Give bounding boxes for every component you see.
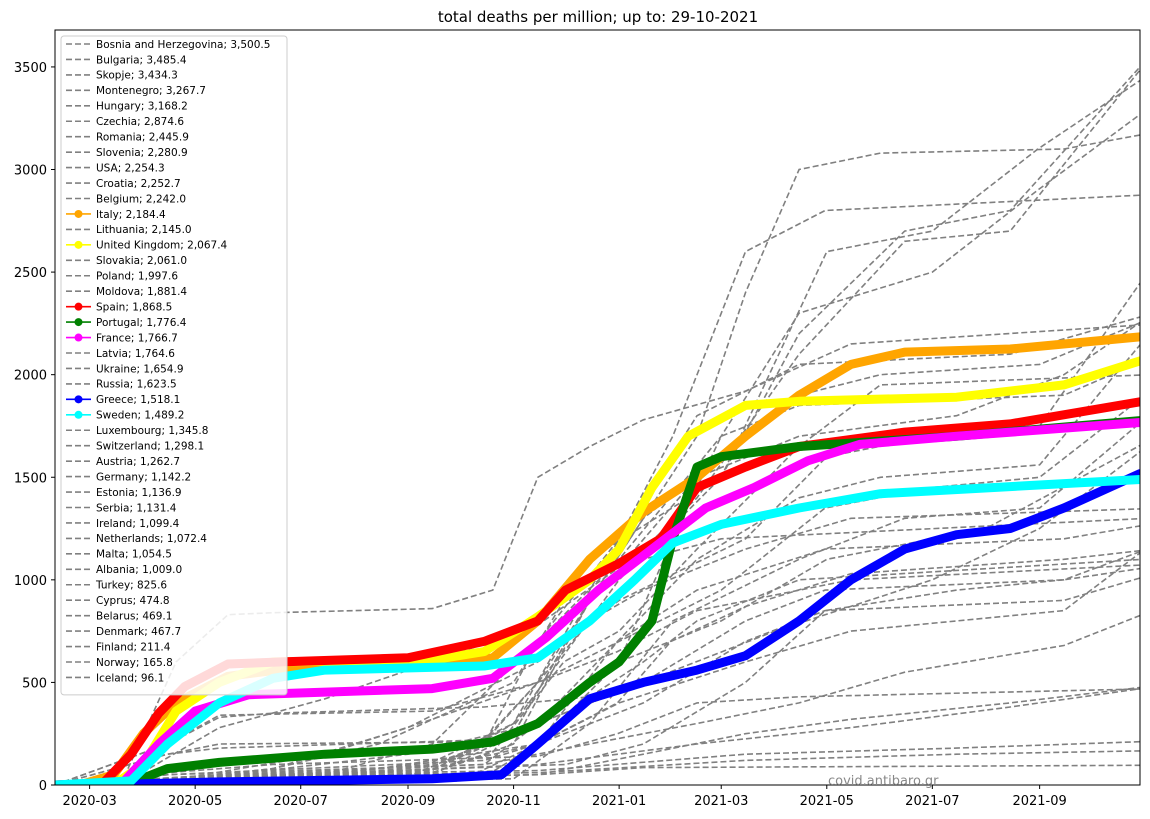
legend-label-portugal: Portugal; 1,776.4 [96, 317, 187, 329]
series-line-germany [55, 549, 1140, 785]
legend-label-austria: Austria; 1,262.7 [96, 456, 180, 468]
series-line-austria [55, 525, 1140, 785]
legend-label-ukraine: Ukraine; 1,654.9 [96, 363, 184, 375]
legend-label-netherlands: Netherlands; 1,072.4 [96, 533, 207, 545]
legend-label-albania: Albania; 1,009.0 [96, 564, 182, 576]
series-line-croatia [55, 322, 1140, 785]
series-line-sweden [55, 475, 1140, 785]
legend-marker-france [74, 333, 83, 342]
x-tick-label: 2021-09 [1012, 794, 1066, 809]
y-tick-label: 2500 [14, 266, 47, 281]
y-tick-label: 1500 [14, 471, 47, 486]
legend-label-denmark: Denmark; 467.7 [96, 626, 181, 638]
legend-label-bosnia-and-herzegovina: Bosnia and Herzegovina; 3,500.5 [96, 39, 270, 51]
legend-marker-sweden [74, 410, 83, 419]
legend-label-norway: Norway; 165.8 [96, 657, 173, 669]
legend-label-romania: Romania; 2,445.9 [96, 132, 189, 144]
legend-label-iceland: Iceland; 96.1 [96, 672, 164, 684]
legend-marker-greece [74, 395, 83, 404]
legend-label-slovenia: Slovenia; 2,280.9 [96, 147, 188, 159]
legend-label-latvia: Latvia; 1,764.6 [96, 348, 175, 360]
legend-label-estonia: Estonia; 1,136.9 [96, 487, 182, 499]
legend-label-poland: Poland; 1,997.6 [96, 271, 178, 283]
legend-label-luxembourg: Luxembourg; 1,345.8 [96, 425, 208, 437]
legend-marker-portugal [74, 318, 83, 327]
y-tick-label: 3000 [14, 164, 47, 179]
plot-lines [55, 66, 1140, 785]
legend-label-czechia: Czechia; 2,874.6 [96, 116, 184, 128]
legend-label-spain: Spain; 1,868.5 [96, 301, 172, 313]
legend-label-germany: Germany; 1,142.2 [96, 471, 191, 483]
legend-marker-italy [74, 209, 83, 218]
series-line-luxembourg [55, 508, 1140, 785]
x-tick-label: 2021-07 [905, 794, 959, 809]
legend-label-slovakia: Slovakia; 2,061.0 [96, 255, 187, 267]
legend-label-russia: Russia; 1,623.5 [96, 379, 177, 391]
x-tick-label: 2021-05 [800, 794, 854, 809]
legend-label-france: France; 1,766.7 [96, 332, 178, 344]
legend-label-turkey: Turkey; 825.6 [95, 580, 167, 592]
series-line-france [55, 418, 1140, 785]
legend-label-skopje: Skopje; 3,434.3 [96, 70, 178, 82]
y-tick-label: 500 [22, 676, 47, 691]
series-line-greece [55, 469, 1140, 785]
legend-label-cyprus: Cyprus; 474.8 [96, 595, 170, 607]
plot-frame [54, 29, 1141, 786]
series-line-ireland [55, 558, 1140, 785]
series-line-portugal [55, 416, 1140, 785]
x-tick-label: 2020-09 [381, 794, 435, 809]
y-tick-label: 3500 [14, 61, 47, 76]
legend: Bosnia and Herzegovina; 3,500.5 Bulgaria;… [60, 35, 288, 696]
chart-title: total deaths per million; up to: 29-10-2… [438, 8, 758, 26]
legend-label-montenegro: Montenegro; 3,267.7 [96, 85, 206, 97]
legend-marker-united-kingdom [74, 240, 83, 249]
legend-label-bulgaria: Bulgaria; 3,485.4 [96, 54, 187, 66]
series-line-turkey [55, 614, 1140, 785]
legend-label-usa: USA; 2,254.3 [96, 162, 165, 174]
legend-label-hungary: Hungary; 3,168.2 [96, 101, 188, 113]
series-line-norway [55, 750, 1140, 785]
legend-box [60, 35, 288, 696]
x-tick-label: 2020-07 [274, 794, 328, 809]
legend-label-italy: Italy; 2,184.4 [96, 209, 166, 221]
y-tick-label: 0 [39, 779, 47, 794]
legend-label-belgium: Belgium; 2,242.0 [96, 193, 186, 205]
x-tick-label: 2021-01 [592, 794, 646, 809]
legend-label-malta: Malta; 1,054.5 [96, 549, 172, 561]
legend-label-ireland: Ireland; 1,099.4 [96, 518, 180, 530]
legend-label-sweden: Sweden; 1,489.2 [96, 410, 184, 422]
legend-label-greece: Greece; 1,518.1 [96, 394, 180, 406]
legend-label-belarus: Belarus; 469.1 [96, 610, 172, 622]
legend-label-lithuania: Lithuania; 2,145.0 [96, 224, 192, 236]
x-tick-label: 2020-03 [62, 794, 116, 809]
series-line-denmark [55, 688, 1140, 785]
legend-label-finland: Finland; 211.4 [96, 641, 171, 653]
legend-label-serbia: Serbia; 1,131.4 [96, 502, 177, 514]
legend-label-moldova: Moldova; 1,881.4 [96, 286, 187, 298]
watermark: covid.antibaro.gr [828, 774, 939, 789]
series-line-usa [55, 321, 1140, 785]
x-tick-label: 2021-03 [694, 794, 748, 809]
series-line-belarus [55, 688, 1140, 785]
legend-label-croatia: Croatia; 2,252.7 [96, 178, 181, 190]
legend-marker-spain [74, 302, 83, 311]
y-tick-label: 1000 [14, 574, 47, 589]
x-tick-label: 2020-11 [486, 794, 540, 809]
y-axis: 0 500 1000 1500 2000 2500 3000 3500 [14, 61, 55, 794]
series-line-moldova [55, 398, 1140, 785]
x-tick-label: 2020-05 [168, 794, 222, 809]
highlighted-series-group [55, 332, 1140, 785]
legend-label-switzerland: Switzerland; 1,298.1 [96, 441, 204, 453]
x-axis: 2020-03 2020-05 2020-07 2020-09 2020-11 2021-… [62, 785, 1067, 809]
series-line-switzerland [55, 517, 1140, 785]
y-tick-label: 2000 [14, 369, 47, 384]
series-line-finland [55, 740, 1140, 785]
legend-label-united-kingdom: United Kingdom; 2,067.4 [96, 240, 228, 252]
